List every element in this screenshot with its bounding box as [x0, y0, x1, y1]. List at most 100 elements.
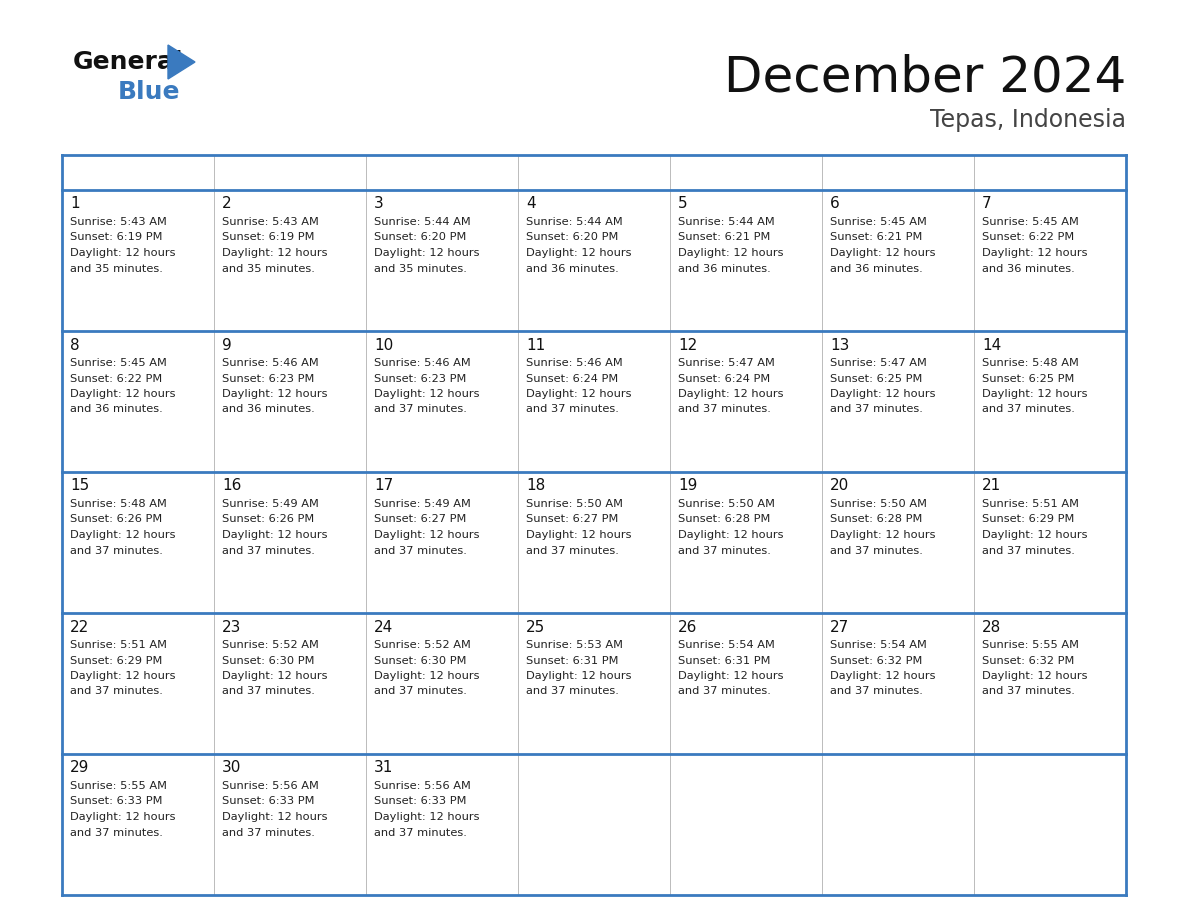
Text: Sunrise: 5:50 AM: Sunrise: 5:50 AM	[526, 499, 623, 509]
Text: Daylight: 12 hours: Daylight: 12 hours	[70, 530, 176, 540]
Text: Sunset: 6:33 PM: Sunset: 6:33 PM	[70, 797, 163, 807]
Text: Sunset: 6:19 PM: Sunset: 6:19 PM	[70, 232, 163, 242]
Text: and 36 minutes.: and 36 minutes.	[678, 263, 771, 274]
Text: Sunset: 6:22 PM: Sunset: 6:22 PM	[982, 232, 1074, 242]
Text: Daylight: 12 hours: Daylight: 12 hours	[70, 389, 176, 399]
Text: and 37 minutes.: and 37 minutes.	[830, 687, 923, 697]
Text: Sunset: 6:29 PM: Sunset: 6:29 PM	[70, 655, 163, 666]
Text: and 37 minutes.: and 37 minutes.	[982, 405, 1075, 415]
Text: Daylight: 12 hours: Daylight: 12 hours	[374, 248, 480, 258]
Text: Sunset: 6:30 PM: Sunset: 6:30 PM	[374, 655, 467, 666]
Text: Sunrise: 5:50 AM: Sunrise: 5:50 AM	[830, 499, 927, 509]
Text: Daylight: 12 hours: Daylight: 12 hours	[222, 530, 328, 540]
Text: Daylight: 12 hours: Daylight: 12 hours	[830, 248, 935, 258]
Text: Sunrise: 5:52 AM: Sunrise: 5:52 AM	[374, 640, 470, 650]
Text: Daylight: 12 hours: Daylight: 12 hours	[70, 812, 176, 822]
Text: 24: 24	[374, 620, 393, 634]
Text: 7: 7	[982, 196, 992, 211]
Text: Sunrise: 5:55 AM: Sunrise: 5:55 AM	[70, 781, 168, 791]
Text: Sunrise: 5:49 AM: Sunrise: 5:49 AM	[374, 499, 470, 509]
Text: 31: 31	[374, 760, 393, 776]
Text: Daylight: 12 hours: Daylight: 12 hours	[222, 812, 328, 822]
Text: Sunset: 6:23 PM: Sunset: 6:23 PM	[374, 374, 467, 384]
Text: Sunrise: 5:46 AM: Sunrise: 5:46 AM	[526, 358, 623, 368]
Text: Daylight: 12 hours: Daylight: 12 hours	[70, 671, 176, 681]
Text: Sunrise: 5:55 AM: Sunrise: 5:55 AM	[982, 640, 1079, 650]
Text: Blue: Blue	[118, 80, 181, 104]
Text: Daylight: 12 hours: Daylight: 12 hours	[222, 389, 328, 399]
Text: Sunrise: 5:45 AM: Sunrise: 5:45 AM	[70, 358, 166, 368]
Text: Daylight: 12 hours: Daylight: 12 hours	[526, 530, 632, 540]
Text: Sunset: 6:28 PM: Sunset: 6:28 PM	[830, 514, 922, 524]
Text: 2: 2	[222, 196, 232, 211]
Text: and 37 minutes.: and 37 minutes.	[374, 687, 467, 697]
Text: Sunset: 6:33 PM: Sunset: 6:33 PM	[222, 797, 315, 807]
Text: and 37 minutes.: and 37 minutes.	[830, 545, 923, 555]
Text: 21: 21	[982, 478, 1001, 494]
Text: Sunset: 6:20 PM: Sunset: 6:20 PM	[374, 232, 467, 242]
Text: Sunrise: 5:54 AM: Sunrise: 5:54 AM	[678, 640, 775, 650]
Text: Sunrise: 5:56 AM: Sunrise: 5:56 AM	[374, 781, 470, 791]
Text: Sunset: 6:32 PM: Sunset: 6:32 PM	[982, 655, 1074, 666]
Text: Sunday: Sunday	[70, 165, 137, 180]
Text: Sunrise: 5:48 AM: Sunrise: 5:48 AM	[982, 358, 1079, 368]
Text: Sunrise: 5:44 AM: Sunrise: 5:44 AM	[678, 217, 775, 227]
Text: and 37 minutes.: and 37 minutes.	[222, 687, 315, 697]
Text: and 36 minutes.: and 36 minutes.	[982, 263, 1075, 274]
Text: and 37 minutes.: and 37 minutes.	[70, 687, 163, 697]
Text: 29: 29	[70, 760, 89, 776]
Text: 12: 12	[678, 338, 697, 353]
Text: Sunset: 6:32 PM: Sunset: 6:32 PM	[830, 655, 922, 666]
Text: 18: 18	[526, 478, 545, 494]
Text: Sunrise: 5:45 AM: Sunrise: 5:45 AM	[982, 217, 1079, 227]
Text: 1: 1	[70, 196, 80, 211]
Text: Sunset: 6:28 PM: Sunset: 6:28 PM	[678, 514, 770, 524]
Text: Daylight: 12 hours: Daylight: 12 hours	[678, 248, 784, 258]
Text: 6: 6	[830, 196, 840, 211]
Text: and 37 minutes.: and 37 minutes.	[222, 827, 315, 837]
Text: 27: 27	[830, 620, 849, 634]
Text: 30: 30	[222, 760, 241, 776]
Text: Daylight: 12 hours: Daylight: 12 hours	[222, 248, 328, 258]
Text: 5: 5	[678, 196, 688, 211]
Text: and 37 minutes.: and 37 minutes.	[830, 405, 923, 415]
Text: Sunrise: 5:54 AM: Sunrise: 5:54 AM	[830, 640, 927, 650]
Text: Daylight: 12 hours: Daylight: 12 hours	[678, 671, 784, 681]
Text: Sunset: 6:25 PM: Sunset: 6:25 PM	[830, 374, 922, 384]
Text: Sunset: 6:26 PM: Sunset: 6:26 PM	[70, 514, 163, 524]
Text: Sunset: 6:21 PM: Sunset: 6:21 PM	[830, 232, 922, 242]
Text: 10: 10	[374, 338, 393, 353]
Text: 11: 11	[526, 338, 545, 353]
Text: and 35 minutes.: and 35 minutes.	[222, 263, 315, 274]
Text: Sunrise: 5:56 AM: Sunrise: 5:56 AM	[222, 781, 318, 791]
Text: Sunrise: 5:52 AM: Sunrise: 5:52 AM	[222, 640, 318, 650]
Text: Sunrise: 5:51 AM: Sunrise: 5:51 AM	[70, 640, 168, 650]
Text: 15: 15	[70, 478, 89, 494]
Text: and 35 minutes.: and 35 minutes.	[70, 263, 163, 274]
Text: Daylight: 12 hours: Daylight: 12 hours	[374, 812, 480, 822]
Text: and 37 minutes.: and 37 minutes.	[374, 827, 467, 837]
Text: 14: 14	[982, 338, 1001, 353]
Text: Wednesday: Wednesday	[526, 165, 630, 180]
Text: 19: 19	[678, 478, 697, 494]
Text: 23: 23	[222, 620, 241, 634]
Text: and 37 minutes.: and 37 minutes.	[222, 545, 315, 555]
Text: 3: 3	[374, 196, 384, 211]
Text: Daylight: 12 hours: Daylight: 12 hours	[526, 389, 632, 399]
Text: Sunset: 6:33 PM: Sunset: 6:33 PM	[374, 797, 467, 807]
Text: Sunrise: 5:47 AM: Sunrise: 5:47 AM	[830, 358, 927, 368]
Text: Sunrise: 5:46 AM: Sunrise: 5:46 AM	[374, 358, 470, 368]
Text: Thursday: Thursday	[678, 165, 762, 180]
Text: 9: 9	[222, 338, 232, 353]
Text: Sunset: 6:27 PM: Sunset: 6:27 PM	[526, 514, 619, 524]
Text: Daylight: 12 hours: Daylight: 12 hours	[982, 389, 1087, 399]
Text: December 2024: December 2024	[723, 54, 1126, 102]
Text: Tepas, Indonesia: Tepas, Indonesia	[930, 108, 1126, 132]
Text: Sunset: 6:19 PM: Sunset: 6:19 PM	[222, 232, 315, 242]
Text: and 37 minutes.: and 37 minutes.	[526, 545, 619, 555]
Text: Sunrise: 5:46 AM: Sunrise: 5:46 AM	[222, 358, 318, 368]
Polygon shape	[168, 45, 195, 79]
Text: 17: 17	[374, 478, 393, 494]
Text: and 37 minutes.: and 37 minutes.	[678, 545, 771, 555]
Text: and 37 minutes.: and 37 minutes.	[374, 545, 467, 555]
